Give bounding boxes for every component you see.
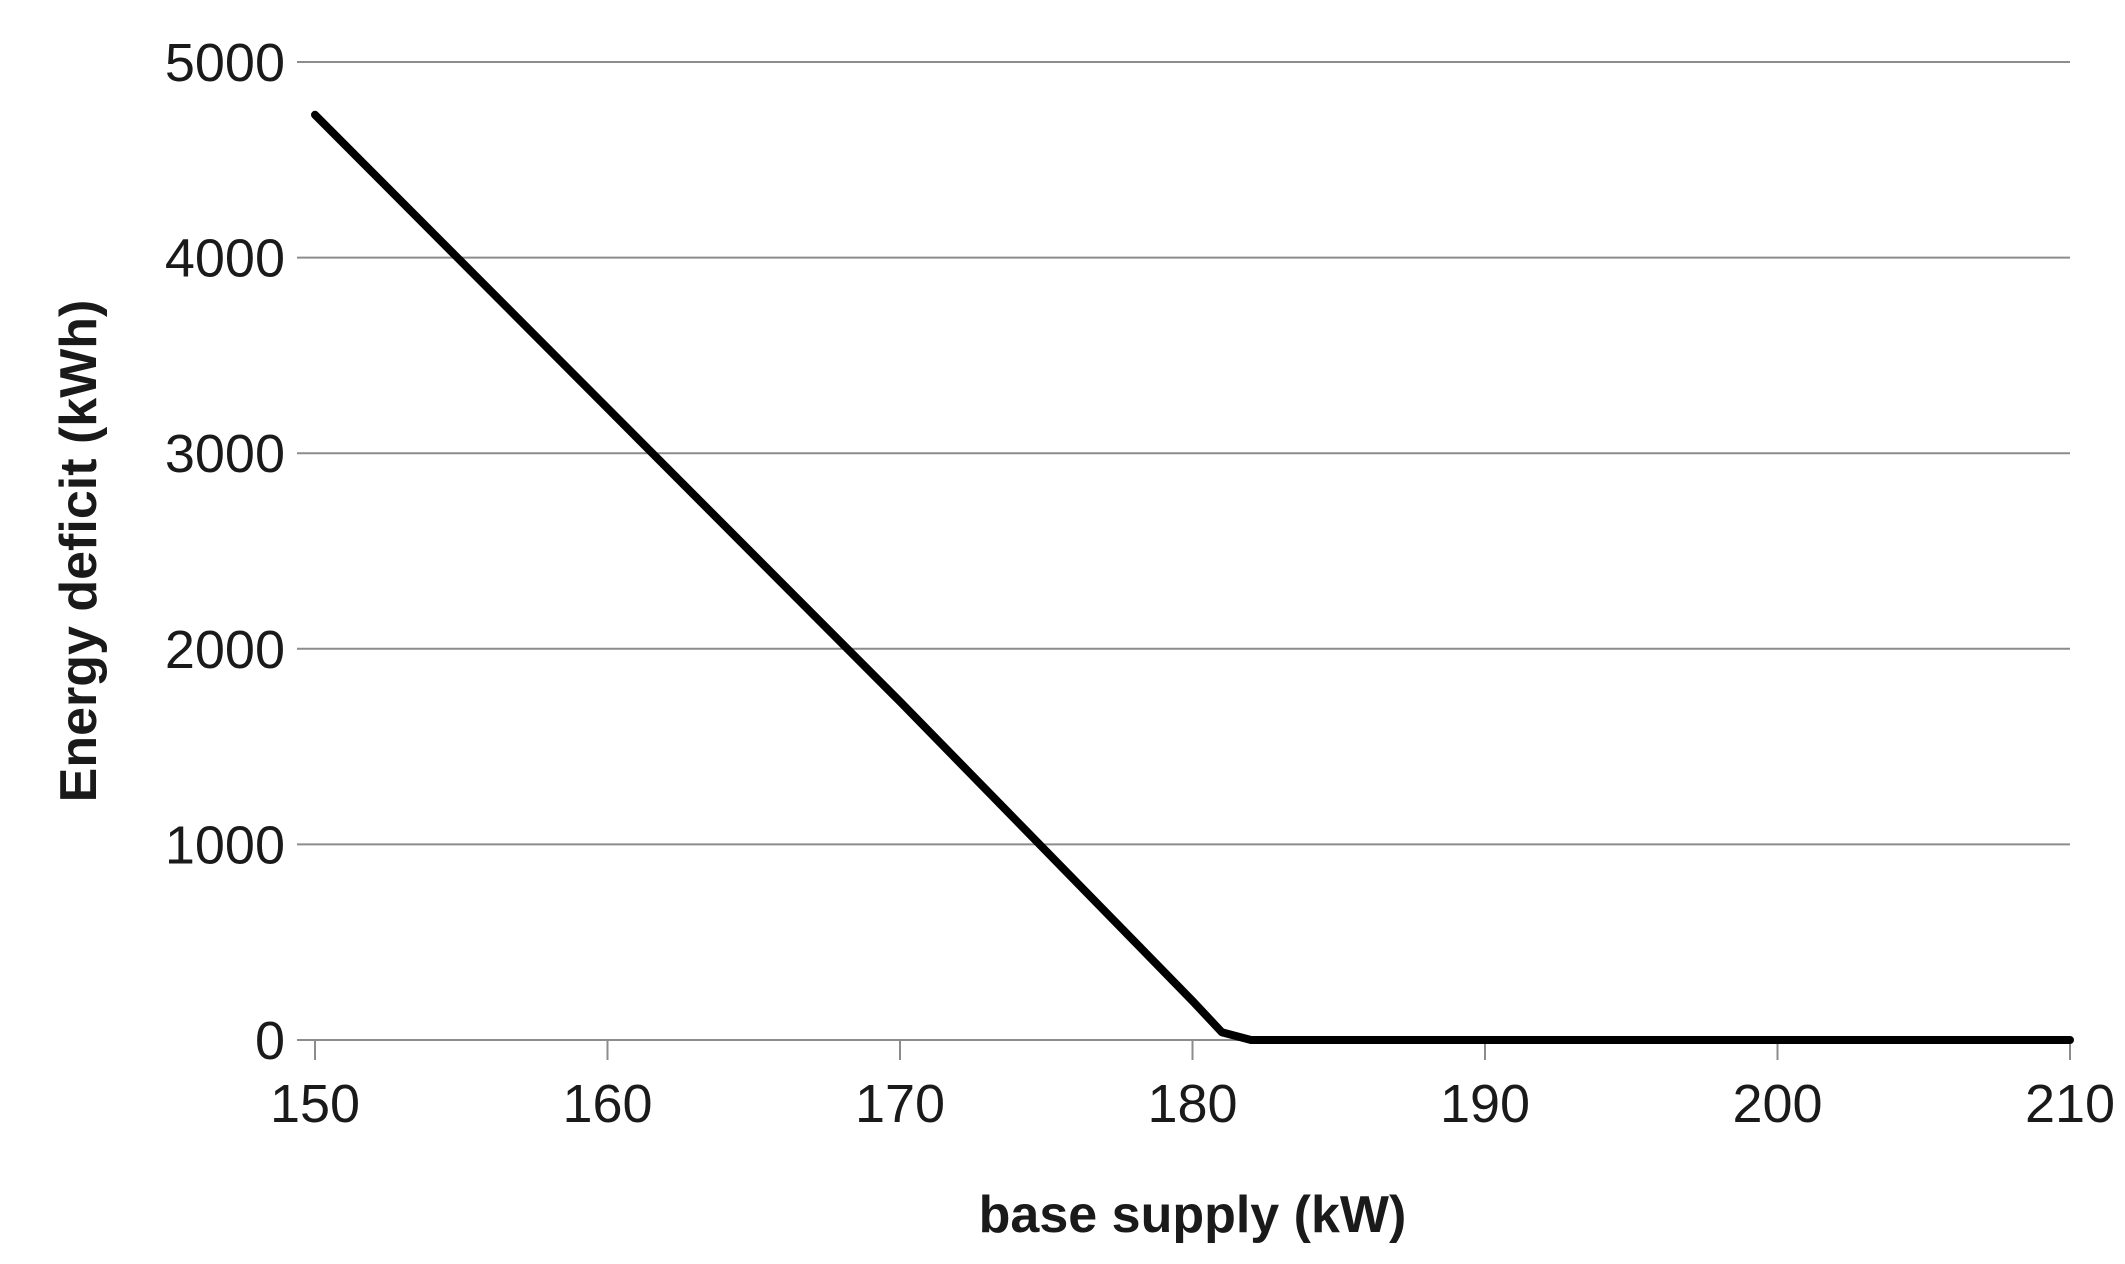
y-tick-label: 0 bbox=[255, 1011, 285, 1071]
x-tick-label: 160 bbox=[562, 1074, 652, 1134]
x-tick-label: 190 bbox=[1440, 1074, 1530, 1134]
x-tick-label: 150 bbox=[270, 1074, 360, 1134]
series-layer bbox=[311, 110, 2074, 1044]
x-tick-label: 180 bbox=[1147, 1074, 1237, 1134]
x-tick-label: 210 bbox=[2025, 1074, 2115, 1134]
x-tick-label: 200 bbox=[1732, 1074, 1822, 1134]
y-tick-label: 2000 bbox=[165, 620, 285, 680]
y-tick-label: 3000 bbox=[165, 424, 285, 484]
y-tick-labels: 0 1000 2000 3000 4000 5000 bbox=[165, 33, 285, 1071]
x-tick-labels: 150 160 170 180 190 200 210 bbox=[270, 1074, 2115, 1134]
y-tick-label: 4000 bbox=[165, 229, 285, 289]
y-tick-label: 5000 bbox=[165, 33, 285, 93]
y-axis-title: Energy deficit (kWh) bbox=[50, 300, 108, 803]
x-tick-label: 170 bbox=[855, 1074, 945, 1134]
axes bbox=[297, 61, 2071, 1060]
x-axis-title: base supply (kW) bbox=[979, 1186, 1407, 1244]
gridlines bbox=[315, 61, 2070, 846]
series-line-0 bbox=[311, 110, 2074, 1044]
y-tick-label: 1000 bbox=[165, 815, 285, 875]
